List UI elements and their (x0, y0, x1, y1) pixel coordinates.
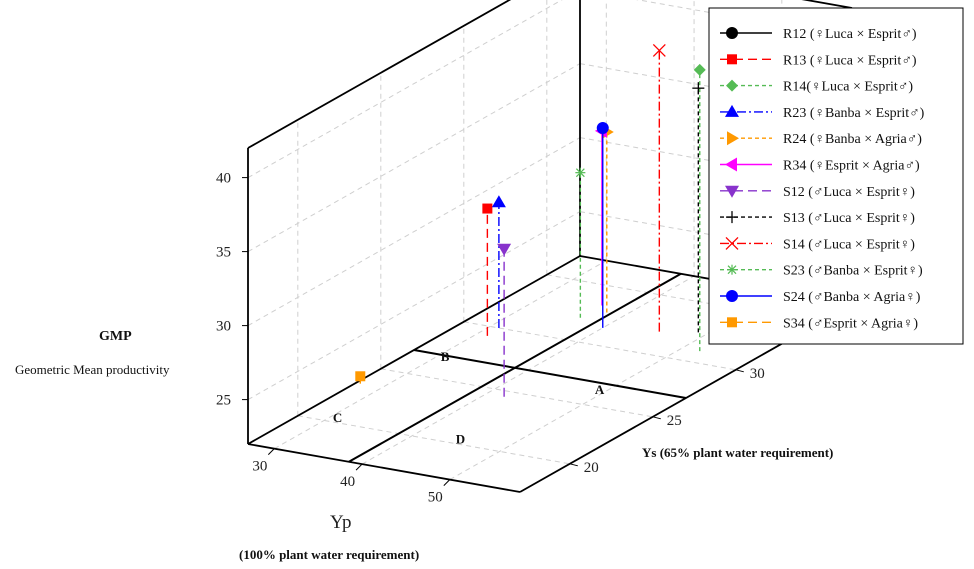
series-10 (596, 122, 609, 328)
data-point (575, 167, 586, 178)
legend-label: R13 (♀Luca × Esprit♂) (783, 53, 917, 68)
x-tick-mark (355, 463, 363, 471)
legend-marker (727, 54, 737, 65)
legend-marker (725, 185, 739, 198)
z-tick-label: 40 (216, 171, 231, 187)
legend-item: S24 (♂Banba × Agria♀) (720, 290, 921, 305)
left-wall-gridline (247, 137, 581, 327)
quadrant-label-a: A (595, 382, 605, 397)
legend-item: S13 (♂Luca × Esprit♀) (720, 211, 915, 226)
series-6 (497, 243, 512, 397)
legend-item: R23 (♀Banba × Esprit♂) (720, 104, 925, 121)
z-tick-label: 30 (216, 319, 231, 335)
quadrant-line (413, 349, 687, 399)
data-point (482, 203, 493, 214)
y-tick-label: 30 (750, 366, 765, 382)
series-2 (693, 63, 706, 352)
data-point (355, 371, 366, 382)
left-wall-gridline (247, 63, 581, 253)
legend-label: R14(♀Luca × Esprit♂) (783, 80, 913, 95)
legend-marker (725, 157, 737, 172)
y-tick-label: 20 (584, 460, 599, 476)
legend-label: S34 (♂Esprit × Agria♀) (783, 316, 918, 331)
floor-gridline (546, 274, 819, 324)
legend-label: S23 (♂Banba × Esprit♀) (783, 264, 923, 279)
z-axis-long-label: Geometric Mean productivity (15, 362, 170, 377)
data-stems (355, 43, 752, 397)
legend-item: R12 (♀Luca × Esprit♂) (720, 27, 917, 42)
box-edge (247, 443, 521, 493)
axis-ticks: 2530354030405020253035 (216, 171, 848, 506)
legend-marker (727, 317, 737, 328)
legend-item: S34 (♂Esprit × Agria♀) (720, 316, 918, 331)
legend-marker (725, 104, 739, 117)
z-tick-label: 35 (216, 245, 231, 261)
legend-label: S13 (♂Luca × Esprit♀) (783, 211, 915, 226)
x-tick-mark (267, 448, 275, 455)
legend-label: S24 (♂Banba × Agria♀) (783, 290, 921, 305)
x-axis-sublabel: (100% plant water requirement) (239, 547, 419, 562)
legend-label: R24 (♀Banba × Agria♂) (783, 132, 922, 147)
legend-item: R34 (♀Esprit × Agria♂) (720, 157, 920, 174)
floor-gridline (380, 368, 653, 418)
floor-gridline (297, 415, 570, 465)
legend-marker (725, 236, 739, 250)
quadrant-label-c: C (333, 410, 342, 425)
quadrant-label-d: D (456, 432, 465, 447)
floor-gridline (463, 321, 736, 371)
left-wall-gridline (247, 211, 581, 401)
left-wall-gridline (247, 0, 563, 179)
legend-marker (726, 290, 738, 302)
legend-item: S14 (♂Luca × Esprit♀) (720, 236, 915, 252)
legend-label: R23 (♀Banba × Esprit♂) (783, 106, 925, 121)
data-point (596, 122, 609, 135)
series-9 (575, 167, 586, 318)
series-3 (491, 195, 506, 328)
data-point (692, 82, 705, 95)
legend-label: R34 (♀Esprit × Agria♂) (783, 159, 920, 174)
legend-label: R12 (♀Luca × Esprit♂) (783, 27, 917, 42)
y-tick-mark (652, 416, 661, 420)
legend-marker (726, 211, 738, 224)
y-axis-label: Ys (65% plant water requirement) (642, 445, 833, 460)
data-point (652, 43, 666, 57)
data-point (491, 195, 506, 208)
quadrant-label-b: B (441, 349, 450, 364)
quadrant-line (348, 272, 682, 463)
x-tick-label: 40 (340, 474, 355, 490)
legend-item: R24 (♀Banba × Agria♂) (720, 131, 922, 147)
legend-marker (727, 131, 739, 146)
box-edge (247, 0, 512, 149)
series-1 (482, 203, 493, 336)
series-5 (594, 123, 607, 306)
legend-item: R13 (♀Luca × Esprit♂) (720, 53, 917, 68)
x-tick-label: 30 (252, 459, 267, 475)
z-tick-label: 25 (216, 393, 231, 409)
legend-marker (726, 79, 738, 92)
box-edge (801, 0, 853, 9)
y-tick-label: 25 (667, 413, 682, 429)
legend-item: S23 (♂Banba × Esprit♀) (720, 264, 923, 279)
series-7 (692, 82, 705, 333)
z-axis-short-label: GMP (99, 329, 132, 344)
legend: R12 (♀Luca × Esprit♂) R13 (♀Luca × Esprit… (708, 7, 964, 345)
legend-item: S12 (♂Luca × Esprit♀) (720, 185, 915, 200)
y-tick-mark (569, 463, 578, 467)
x-tick-mark (443, 479, 451, 486)
legend-marker (727, 264, 737, 275)
data-point (497, 243, 512, 256)
legend-item: R14(♀Luca × Esprit♂) (720, 79, 913, 95)
series-8 (652, 43, 666, 332)
legend-label: S14 (♂Luca × Esprit♀) (783, 237, 915, 252)
quadrant-lines: A B C D (333, 272, 687, 463)
legend-marker (726, 27, 738, 39)
legend-label: S12 (♂Luca × Esprit♀) (783, 185, 915, 200)
x-tick-label: 50 (428, 490, 443, 506)
legend-box (708, 7, 964, 345)
y-tick-mark (735, 369, 744, 373)
x-axis-label: Yp (330, 512, 351, 533)
series-11 (355, 371, 366, 384)
data-point (693, 63, 706, 76)
